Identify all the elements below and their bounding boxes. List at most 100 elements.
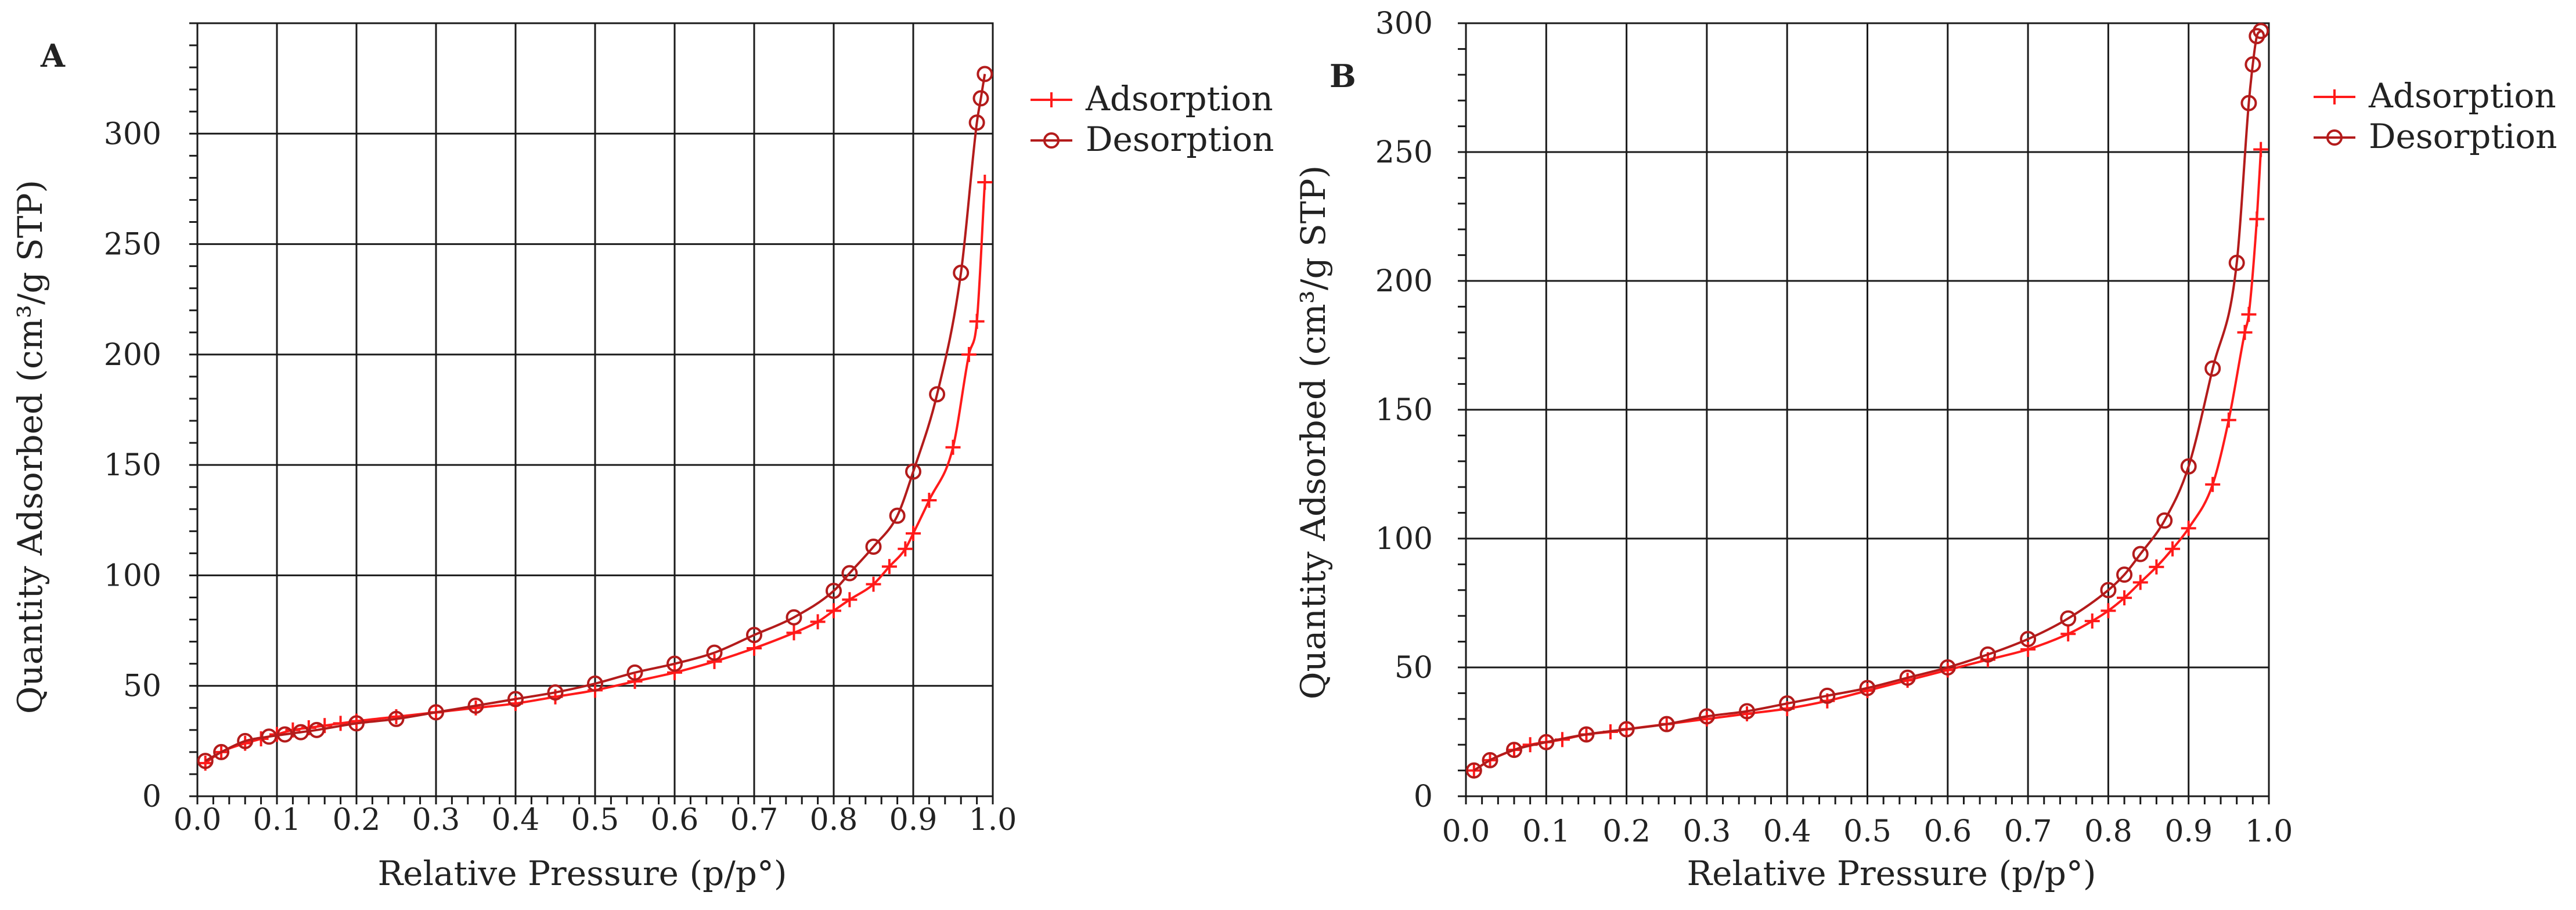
panel-a-desorption-point — [746, 627, 762, 644]
panel-a-x-tick-label: 1.0 — [969, 803, 1017, 837]
panel-a-adsorption-point — [898, 541, 913, 557]
panel-b-x-axis-title: Relative Pressure (p/p°) — [1687, 854, 2096, 893]
panel-b-x-tick-label: 1.0 — [2245, 814, 2293, 849]
panel-a-x-tick-label: 0.4 — [492, 803, 540, 837]
panel-a-desorption-point — [706, 644, 723, 661]
panel-b: B Relative Pressure (p/p°) Quantity Adso… — [1294, 6, 2557, 893]
panel-a-desorption-point — [626, 664, 643, 681]
panel-b-adsorption-point — [2060, 626, 2076, 642]
panel-b-desorption-point — [2156, 512, 2173, 529]
panel-b-desorption-point — [2253, 23, 2269, 39]
panel-a-x-tick-label: 0.6 — [651, 803, 699, 837]
panel-a-desorption-point — [388, 710, 405, 727]
panel-a-adsorption-point — [707, 653, 722, 669]
panel-b-adsorption-point — [2205, 476, 2221, 492]
panel-b-desorption-point — [1979, 646, 1996, 663]
panel-a-series-desorption — [197, 66, 993, 770]
panel-b-desorption-point — [1465, 762, 1482, 779]
panel-b-adsorption-point — [2101, 603, 2116, 619]
panel-b-desorption-point — [2100, 582, 2117, 598]
panel-a-desorption-point — [841, 565, 858, 582]
panel-a-adsorption-point — [969, 313, 985, 329]
panel-b-y-tick-label: 100 — [1375, 522, 1433, 557]
panel-b-desorption-line — [1473, 30, 2262, 772]
panel-a-desorption-point — [276, 726, 293, 743]
panel-b-desorption-point — [2060, 610, 2077, 627]
panel-b-desorption-point — [2228, 254, 2245, 271]
panel-a-desorption-point — [507, 691, 524, 707]
panel-a-desorption-point — [308, 721, 325, 738]
panel-b-adsorption-point — [2084, 613, 2100, 629]
panel-b-letter: B — [1330, 57, 1356, 95]
panel-a: A Relative Pressure (p/p°) Quantity Adso… — [10, 22, 1274, 893]
panel-b-adsorption-point — [2241, 306, 2257, 322]
panel-b-minor-ticks — [1458, 22, 2270, 804]
panel-b-x-tick-label: 0.7 — [2004, 814, 2052, 849]
panel-a-y-tick-label: 50 — [123, 669, 161, 704]
panel-b-desorption-point — [2204, 360, 2221, 377]
panel-a-adsorption-point — [627, 674, 643, 689]
panel-b-y-axis-title: Quantity Adsorbed (cm³/g STP) — [1294, 165, 1333, 699]
panel-b-adsorption-point — [2165, 541, 2181, 557]
panel-a-y-tick-label: 200 — [104, 338, 161, 373]
panel-b-tick-labels: 0.0 0.1 0.2 0.3 0.4 0.5 0.6 0.7 0.8 0.9 1.0 0 50 100 1… — [1375, 6, 2293, 849]
panel-a-desorption-point — [197, 753, 214, 770]
panel-b-desorption-point — [1939, 659, 1956, 676]
panel-a-desorption-point — [237, 732, 254, 749]
panel-a-y-tick-label: 300 — [104, 117, 161, 151]
panel-b-x-tick-label: 0.0 — [1442, 814, 1490, 849]
panel-b-x-tick-label: 0.5 — [1843, 814, 1892, 849]
panel-a-desorption-point — [348, 715, 365, 732]
panel-a-desorption-point — [428, 704, 444, 721]
panel-b-x-tick-label: 0.6 — [1923, 814, 1972, 849]
panel-a-desorption-point — [865, 538, 882, 555]
panel-a-desorption-point — [968, 114, 985, 131]
panel-b-adsorption-point — [2253, 142, 2269, 157]
panel-b-legend-desorption-marker — [2326, 129, 2343, 146]
panel-a-adsorption-point — [906, 526, 921, 541]
panel-b-desorption-point — [2244, 56, 2261, 73]
panel-b-adsorption-point — [2132, 575, 2148, 590]
panel-b-desorption-point — [2132, 546, 2149, 562]
panel-b-desorption-point — [1505, 742, 1522, 759]
panel-a-y-axis-title: Quantity Adsorbed (cm³/g STP) — [10, 180, 50, 714]
panel-a-x-tick-label: 0.5 — [571, 803, 619, 837]
panel-a-x-tick-label: 0.1 — [253, 803, 301, 837]
panel-a-adsorption-point — [866, 576, 881, 592]
panel-b-frame — [1465, 22, 2270, 797]
panel-a-adsorption-point — [881, 559, 897, 575]
panel-a-frame — [196, 22, 994, 797]
panel-a-desorption-line — [204, 74, 986, 762]
panel-a-desorption-point — [929, 386, 946, 403]
panel-b-desorption-point — [1578, 726, 1595, 743]
panel-a-y-tick-label: 0 — [142, 779, 161, 814]
panel-b-x-tick-label: 0.4 — [1763, 814, 1811, 849]
panel-b-desorption-point — [1698, 708, 1715, 725]
panel-a-adsorption-point — [333, 716, 348, 731]
panel-a-adsorption-point — [786, 625, 802, 641]
panel-a-desorption-point — [953, 265, 970, 281]
panel-b-adsorption-point — [2237, 324, 2253, 340]
panel-a-adsorption-point — [667, 665, 682, 680]
panel-a-x-tick-label: 0.3 — [412, 803, 460, 837]
panel-b-desorption-point — [2180, 458, 2197, 475]
panel-a-adsorption-point — [826, 603, 841, 619]
panel-b-desorption-point — [2116, 566, 2133, 583]
panel-b-adsorption-point — [2249, 211, 2265, 227]
panel-b-desorption-point — [1819, 687, 1836, 704]
panel-a-desorption-point — [547, 684, 564, 701]
panel-a-x-axis-title: Relative Pressure (p/p°) — [377, 854, 787, 893]
panel-a-x-tick-label: 0.0 — [174, 803, 222, 837]
panel-b-x-tick-label: 0.2 — [1602, 814, 1651, 849]
panel-b-desorption-point — [1779, 695, 1796, 712]
panel-b-desorption-point — [1482, 752, 1498, 768]
panel-b-x-tick-label: 0.3 — [1683, 814, 1731, 849]
panel-a-adsorption-point — [945, 439, 961, 455]
panel-b-y-tick-label: 0 — [1414, 779, 1433, 814]
panel-a-desorption-point — [905, 463, 921, 480]
panel-b-desorption-point — [1899, 669, 1916, 686]
panel-b-desorption-point — [1658, 716, 1675, 732]
